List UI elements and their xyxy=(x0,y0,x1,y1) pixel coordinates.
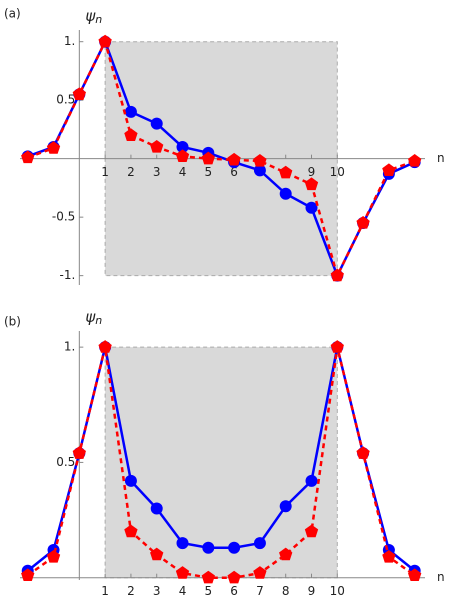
point xyxy=(330,340,344,353)
point xyxy=(201,570,215,584)
point xyxy=(227,570,241,584)
point xyxy=(382,163,396,177)
x-tick-label: 5 xyxy=(204,165,212,179)
point xyxy=(46,141,61,154)
point xyxy=(46,549,61,563)
x-tick-label: 1 xyxy=(101,165,109,179)
point xyxy=(98,34,112,48)
point xyxy=(253,164,266,177)
shaded-region xyxy=(104,346,338,579)
point xyxy=(279,500,292,513)
series-line xyxy=(27,346,416,579)
x-tick-label: 10 xyxy=(330,165,345,179)
x-tick-label: 3 xyxy=(153,165,161,179)
x-tick-label: 5 xyxy=(204,584,212,598)
point xyxy=(21,150,35,164)
point xyxy=(279,165,293,179)
x-tick-label: 8 xyxy=(282,584,290,598)
point xyxy=(304,524,319,538)
point xyxy=(150,117,163,130)
point xyxy=(279,547,293,561)
y-tick-label: 0.5 xyxy=(56,455,75,469)
point xyxy=(72,87,86,100)
point xyxy=(279,187,292,200)
panel-title: (b) xyxy=(4,315,21,329)
y-label-symbol: ψ xyxy=(85,7,96,25)
x-axis-label: n xyxy=(437,570,445,584)
point xyxy=(176,537,189,550)
x-tick-label: 4 xyxy=(179,584,187,598)
y-tick-label: 1. xyxy=(64,34,75,48)
y-label-symbol: ψ xyxy=(85,308,96,326)
point xyxy=(227,152,241,166)
y-label-subscript: n xyxy=(95,13,102,26)
point xyxy=(201,151,215,165)
point xyxy=(202,541,215,554)
x-tick-label: 6 xyxy=(230,165,238,179)
point xyxy=(253,537,266,550)
y-tick-label: 1. xyxy=(64,340,75,354)
y-label-subscript: n xyxy=(95,314,102,327)
point xyxy=(304,177,319,191)
x-tick-label: 10 xyxy=(330,584,345,598)
y-tick-label: -1. xyxy=(60,268,76,282)
y-axis-label: ψn xyxy=(85,308,102,328)
x-tick-label: 2 xyxy=(127,584,135,598)
point xyxy=(175,149,190,162)
point xyxy=(98,340,112,353)
x-tick-label: 3 xyxy=(153,584,161,598)
series-line xyxy=(27,38,416,280)
point xyxy=(356,216,370,229)
x-tick-label: 2 xyxy=(127,165,135,179)
point xyxy=(124,474,137,487)
point xyxy=(408,154,422,167)
y-axis-label: ψn xyxy=(85,7,102,27)
x-tick-label: 4 xyxy=(179,165,187,179)
x-tick-label: 9 xyxy=(308,165,316,179)
x-tick-label: 7 xyxy=(256,584,264,598)
point xyxy=(175,566,190,579)
point xyxy=(253,154,267,167)
point xyxy=(330,268,344,282)
point xyxy=(305,474,318,487)
point xyxy=(382,549,396,563)
x-tick-label: 6 xyxy=(230,584,238,598)
x-tick-label: 1 xyxy=(101,584,109,598)
point xyxy=(150,547,164,561)
point xyxy=(305,201,318,214)
panel-title: (a) xyxy=(4,7,21,21)
point xyxy=(124,524,138,538)
point xyxy=(124,105,137,118)
y-tick-label: -0.5 xyxy=(52,210,75,224)
point xyxy=(150,139,164,153)
x-axis-label: n xyxy=(437,151,445,165)
point xyxy=(408,568,422,582)
point xyxy=(228,541,241,554)
point xyxy=(356,446,370,459)
point xyxy=(72,446,86,459)
point xyxy=(176,140,189,153)
point xyxy=(21,568,35,582)
point xyxy=(150,502,163,515)
series-line xyxy=(27,38,416,279)
point xyxy=(124,128,138,141)
y-tick-label: 0.5 xyxy=(56,93,75,107)
point xyxy=(253,566,267,579)
x-tick-label: 9 xyxy=(308,584,316,598)
